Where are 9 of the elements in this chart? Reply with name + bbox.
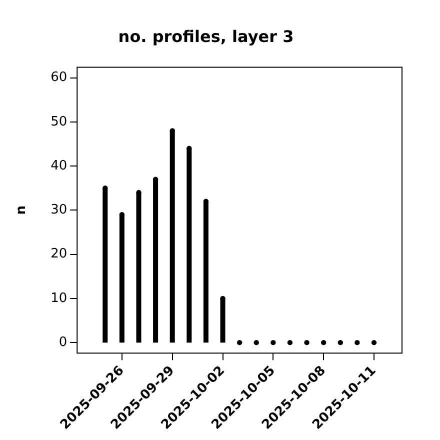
y-tick-label: 10 xyxy=(50,290,68,306)
y-tick-label: 50 xyxy=(50,114,68,130)
y-tick-label: 30 xyxy=(50,202,68,218)
y-tick-label: 0 xyxy=(58,334,68,350)
y-tick-label: 40 xyxy=(50,158,68,174)
chart-title: no. profiles, layer 3 xyxy=(118,26,294,46)
y-tick-label: 60 xyxy=(50,70,68,86)
y-tick-label: 20 xyxy=(50,246,68,262)
y-axis-title: n xyxy=(14,206,30,215)
